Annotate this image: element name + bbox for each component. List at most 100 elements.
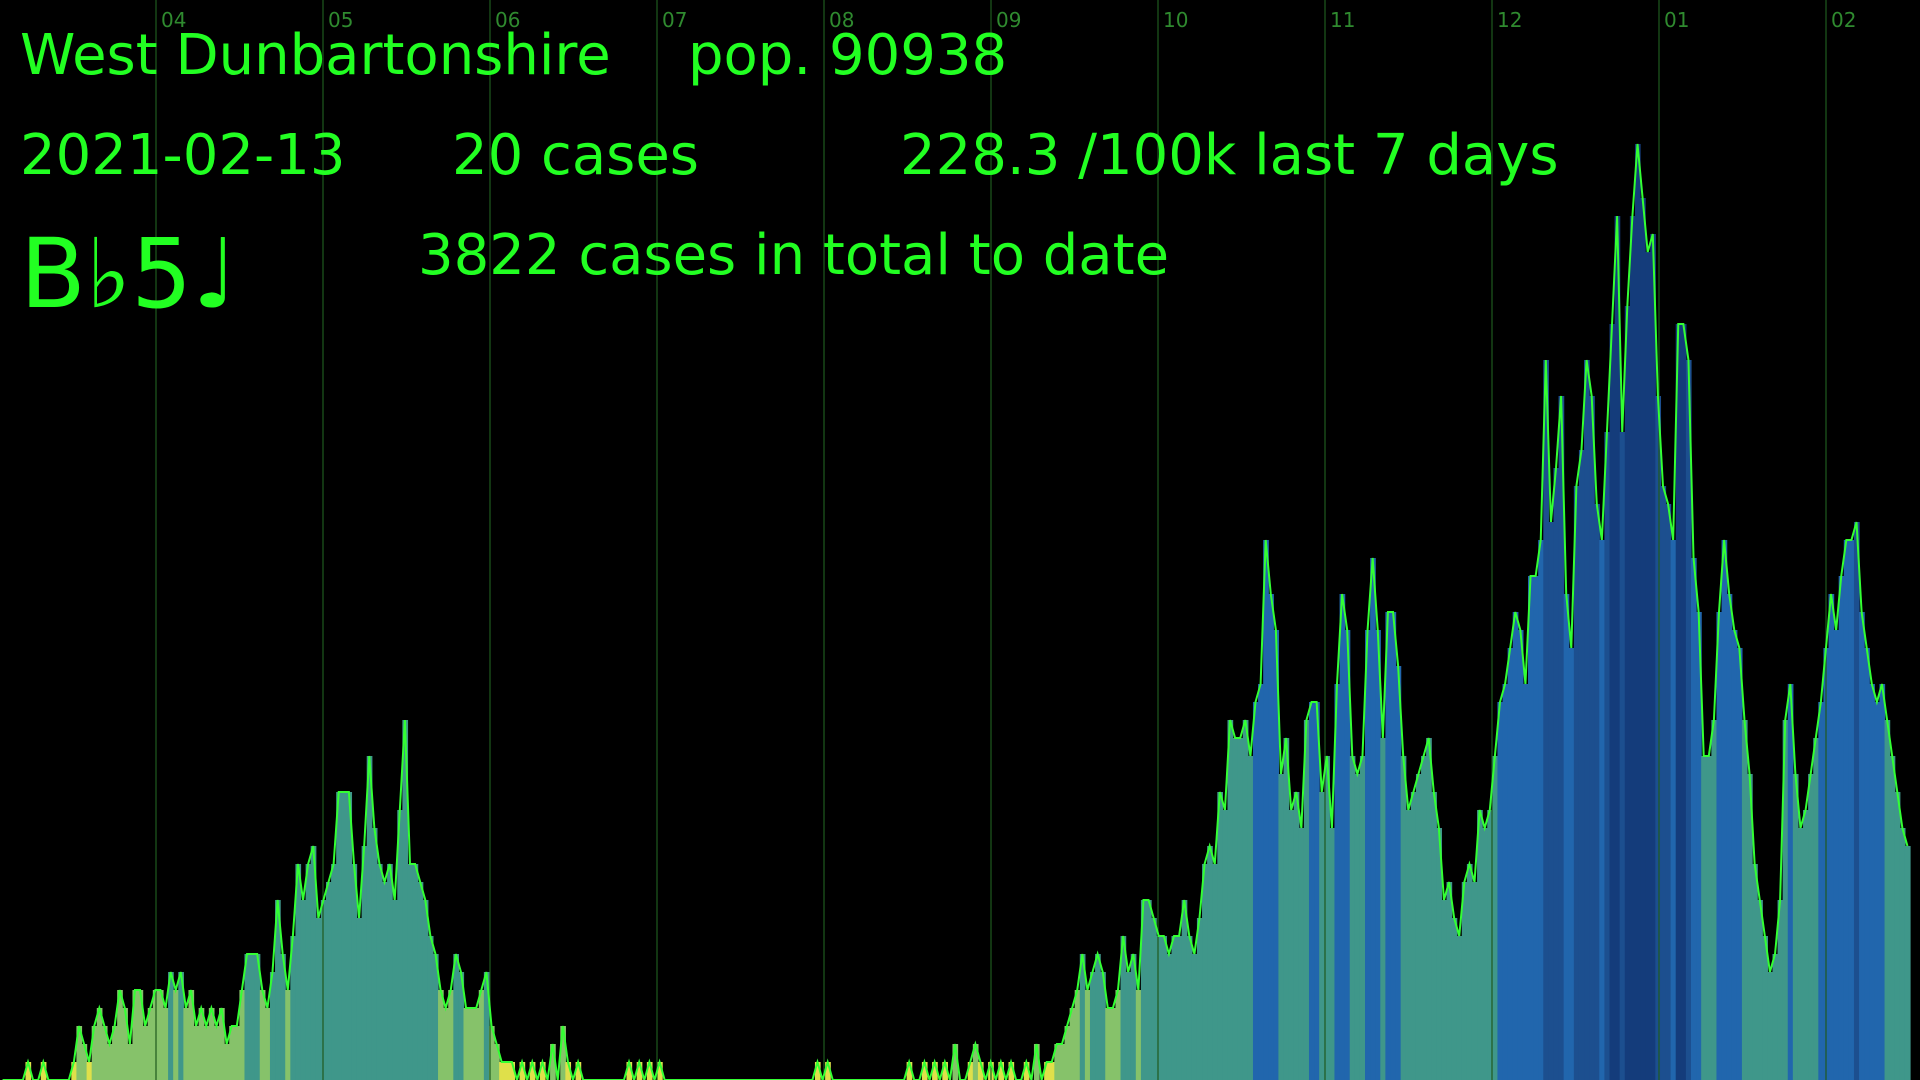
daily-bar: [402, 720, 409, 1080]
daily-bar: [921, 1062, 928, 1080]
daily-bar: [1833, 630, 1840, 1080]
month-gridlines: [155, 0, 1827, 1080]
daily-bar: [239, 990, 246, 1080]
daily-bar: [1512, 612, 1519, 1080]
daily-bar: [1293, 792, 1300, 1080]
daily-bar: [1365, 630, 1371, 1080]
daily-bar: [1354, 774, 1361, 1080]
daily-bar: [25, 1062, 32, 1080]
daily-bar: [539, 1062, 546, 1080]
daily-bar: [1828, 594, 1835, 1080]
daily-bar: [1370, 558, 1376, 1080]
daily-bar: [132, 990, 139, 1080]
daily-bar: [356, 918, 363, 1080]
daily-bar: [1767, 972, 1774, 1080]
daily-bar: [1273, 630, 1280, 1080]
daily-bar: [488, 1026, 495, 1080]
daily-bar: [1553, 468, 1560, 1080]
daily-bar: [371, 828, 378, 1080]
daily-bar: [1899, 828, 1906, 1080]
daily-bar: [1064, 1026, 1071, 1080]
month-tick-label: 11: [1330, 8, 1355, 32]
daily-bar: [106, 1044, 113, 1080]
daily-bar: [977, 1062, 984, 1080]
daily-bar: [1706, 756, 1712, 1080]
daily-bar: [1813, 738, 1819, 1080]
daily-bar: [336, 792, 342, 1080]
daily-bar: [1130, 954, 1137, 1080]
daily-bar: [1441, 900, 1448, 1080]
daily-bar: [1716, 612, 1723, 1080]
daily-bar: [1507, 648, 1514, 1080]
daily-bar: [1594, 504, 1600, 1080]
daily-bar: [1757, 900, 1763, 1080]
daily-bar: [208, 1008, 215, 1080]
daily-bar: [1100, 972, 1106, 1080]
daily-bar: [249, 954, 256, 1080]
month-tick-label: 05: [328, 8, 353, 32]
daily-bar: [1390, 612, 1397, 1080]
daily-bar: [972, 1044, 979, 1080]
daily-bar: [1492, 756, 1499, 1080]
daily-bar: [1558, 396, 1565, 1080]
daily-bar: [275, 900, 281, 1080]
daily-bar: [1074, 990, 1081, 1080]
daily-bar: [1777, 900, 1784, 1080]
daily-bar: [636, 1062, 643, 1080]
month-tick-label: 10: [1163, 8, 1188, 32]
daily-bar: [1721, 540, 1728, 1080]
month-tick-label: 12: [1497, 8, 1522, 32]
region-title: West Dunbartonshire: [20, 23, 611, 88]
daily-bar: [101, 1026, 108, 1080]
daily-bar: [646, 1062, 653, 1080]
daily-bar: [1339, 594, 1346, 1080]
daily-bar: [1105, 1008, 1111, 1080]
daily-bar: [229, 1026, 235, 1080]
daily-bar: [1741, 720, 1748, 1080]
daily-bar: [529, 1062, 536, 1080]
daily-bar: [224, 1044, 230, 1080]
music-note-label: B♭5♩: [20, 218, 238, 330]
daily-bar: [1023, 1062, 1030, 1080]
daily-bar: [280, 954, 286, 1080]
date-label: 2021-02-13: [20, 123, 346, 188]
daily-bar: [1660, 486, 1667, 1080]
daily-bar: [234, 1026, 240, 1080]
month-tick-label: 01: [1664, 8, 1689, 32]
daily-bar: [499, 1062, 505, 1080]
daily-bar: [473, 1008, 480, 1080]
daily-bar: [906, 1062, 913, 1080]
daily-bar: [1110, 1008, 1117, 1080]
daily-bar: [1263, 540, 1269, 1080]
daily-bar: [1359, 756, 1366, 1080]
daily-bar: [1202, 864, 1208, 1080]
daily-bar: [81, 1044, 88, 1080]
daily-bar: [1563, 594, 1570, 1080]
daily-bar: [1874, 702, 1881, 1080]
daily-bar: [1186, 936, 1193, 1080]
daily-bar: [1135, 990, 1142, 1080]
daily-bar: [1543, 360, 1549, 1080]
daily-bar: [1319, 792, 1325, 1080]
month-tick-label: 07: [662, 8, 687, 32]
daily-bar: [1894, 792, 1901, 1080]
daily-bar: [417, 882, 424, 1080]
daily-bar: [942, 1062, 948, 1080]
daily-bar: [519, 1062, 526, 1080]
daily-bar: [1533, 576, 1539, 1080]
daily-bar: [509, 1062, 516, 1080]
daily-bar: [463, 1008, 470, 1080]
daily-bar: [71, 1062, 77, 1080]
daily-bar: [453, 954, 459, 1080]
daily-bar: [1385, 612, 1392, 1080]
daily-bar: [1818, 702, 1825, 1080]
daily-bar: [1069, 1008, 1076, 1080]
daily-bar: [1797, 828, 1804, 1080]
daily-bar: [300, 900, 307, 1080]
daily-bar: [1869, 684, 1875, 1080]
daily-bar: [392, 900, 398, 1080]
daily-bar: [127, 1044, 134, 1080]
daily-bar: [1487, 810, 1493, 1080]
daily-bar: [1232, 738, 1239, 1080]
